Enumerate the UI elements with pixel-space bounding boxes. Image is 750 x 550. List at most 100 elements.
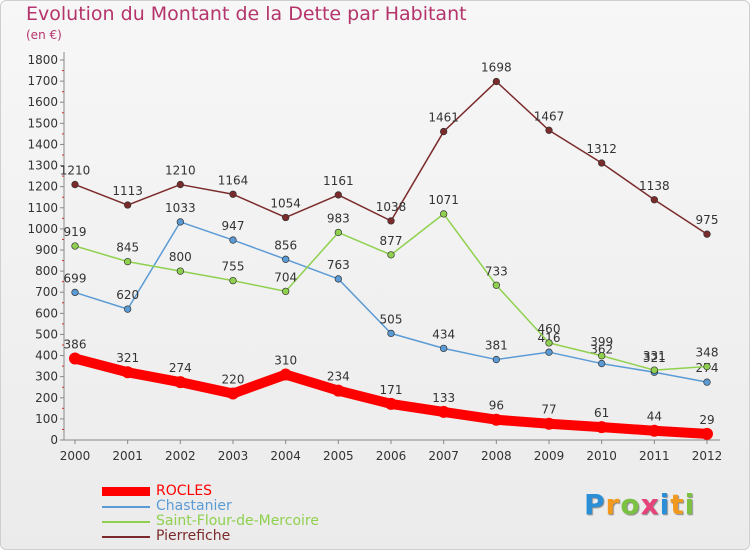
data-label: 321 [116, 351, 139, 365]
y-tick-label: 1300 [27, 159, 58, 173]
data-label: 1038 [376, 200, 407, 214]
data-point [229, 190, 237, 198]
logo-letter: t [670, 488, 685, 521]
data-point [598, 359, 606, 368]
data-point [648, 424, 661, 437]
x-tick-label: 2012 [692, 449, 723, 463]
data-point [282, 255, 290, 263]
data-point [176, 218, 184, 226]
legend-label: ROCLES [156, 483, 213, 499]
x-tick-label: 2000 [60, 449, 91, 463]
data-point [387, 217, 395, 225]
legend-swatch [102, 535, 150, 538]
data-point [69, 352, 81, 365]
y-tick-label: 0 [50, 433, 58, 447]
data-point [543, 417, 555, 430]
data-label: 1210 [165, 164, 196, 178]
data-point [227, 387, 239, 400]
logo-letter: i [684, 488, 696, 521]
data-point [598, 159, 606, 167]
data-label: 1164 [218, 173, 249, 187]
data-point [124, 305, 132, 313]
data-point [440, 210, 448, 218]
data-label: 983 [327, 211, 350, 225]
data-point [174, 376, 187, 389]
x-tick-label: 2003 [218, 449, 249, 463]
y-tick-label: 500 [35, 327, 58, 341]
data-point [229, 276, 237, 285]
data-label: 1138 [639, 179, 670, 193]
data-label: 1054 [270, 196, 301, 210]
data-label: 845 [116, 241, 139, 255]
data-label: 381 [485, 339, 508, 353]
x-tick-label: 2009 [534, 449, 565, 463]
data-label: 1113 [112, 184, 143, 198]
legend-item: ROCLES [102, 484, 319, 499]
x-tick-label: 2006 [376, 449, 407, 463]
data-label: 755 [222, 260, 245, 274]
y-tick-label: 1700 [27, 74, 58, 88]
data-point [703, 378, 711, 386]
data-point [334, 275, 342, 283]
data-point [71, 242, 79, 250]
data-label: 919 [64, 225, 87, 239]
data-label: 331 [643, 349, 666, 363]
data-point [595, 421, 608, 434]
data-label: 61 [594, 406, 609, 420]
data-label: 1071 [428, 193, 459, 207]
data-point [71, 288, 79, 297]
data-point [545, 339, 553, 347]
legend-label: Chastanier [156, 498, 232, 514]
x-tick-label: 2001 [112, 449, 143, 463]
data-label: 362 [590, 343, 613, 357]
logo-letter: i [659, 488, 671, 521]
data-label: 171 [380, 383, 403, 397]
data-point [121, 366, 134, 379]
data-point [490, 413, 503, 426]
data-label: 399 [590, 335, 613, 349]
data-point [282, 213, 290, 222]
data-point [492, 355, 500, 364]
data-label: 133 [432, 391, 455, 405]
data-label: 505 [380, 312, 403, 326]
data-label: 310 [274, 354, 297, 368]
x-tick-label: 2007 [428, 449, 459, 463]
data-label: 234 [327, 370, 350, 384]
data-label: 96 [489, 399, 504, 413]
data-point [124, 201, 132, 209]
legend-item: Pierrefiche [102, 529, 319, 544]
y-tick-label: 1800 [27, 53, 58, 67]
y-tick-label: 1500 [27, 116, 58, 130]
x-tick-label: 2005 [323, 449, 354, 463]
chart-subtitle: (en €) [26, 28, 62, 42]
data-point [71, 180, 79, 189]
data-point [282, 287, 290, 296]
data-point [650, 196, 658, 204]
data-point [440, 344, 448, 353]
data-label: 800 [169, 250, 192, 264]
legend-swatch [102, 520, 150, 523]
legend-item: Saint-Flour-de-Mercoire [102, 514, 319, 529]
legend-swatch [102, 487, 150, 496]
logo-letter: P [584, 488, 606, 521]
data-point [229, 236, 237, 244]
data-point [176, 267, 184, 275]
logo-letter: o [620, 488, 641, 521]
data-point [545, 348, 553, 356]
data-point [440, 127, 448, 136]
y-tick-label: 400 [35, 349, 58, 363]
data-label: 1161 [323, 174, 354, 188]
data-label: 1033 [165, 201, 196, 215]
y-tick-label: 800 [35, 264, 58, 278]
data-point [334, 228, 342, 237]
y-tick-label: 200 [35, 391, 58, 405]
logo-letter: r [605, 488, 621, 521]
data-point [387, 251, 395, 259]
data-point [387, 329, 395, 338]
legend-item: Chastanier [102, 499, 319, 514]
data-label: 856 [274, 238, 297, 252]
y-tick-label: 300 [35, 370, 58, 384]
data-point [598, 352, 606, 360]
